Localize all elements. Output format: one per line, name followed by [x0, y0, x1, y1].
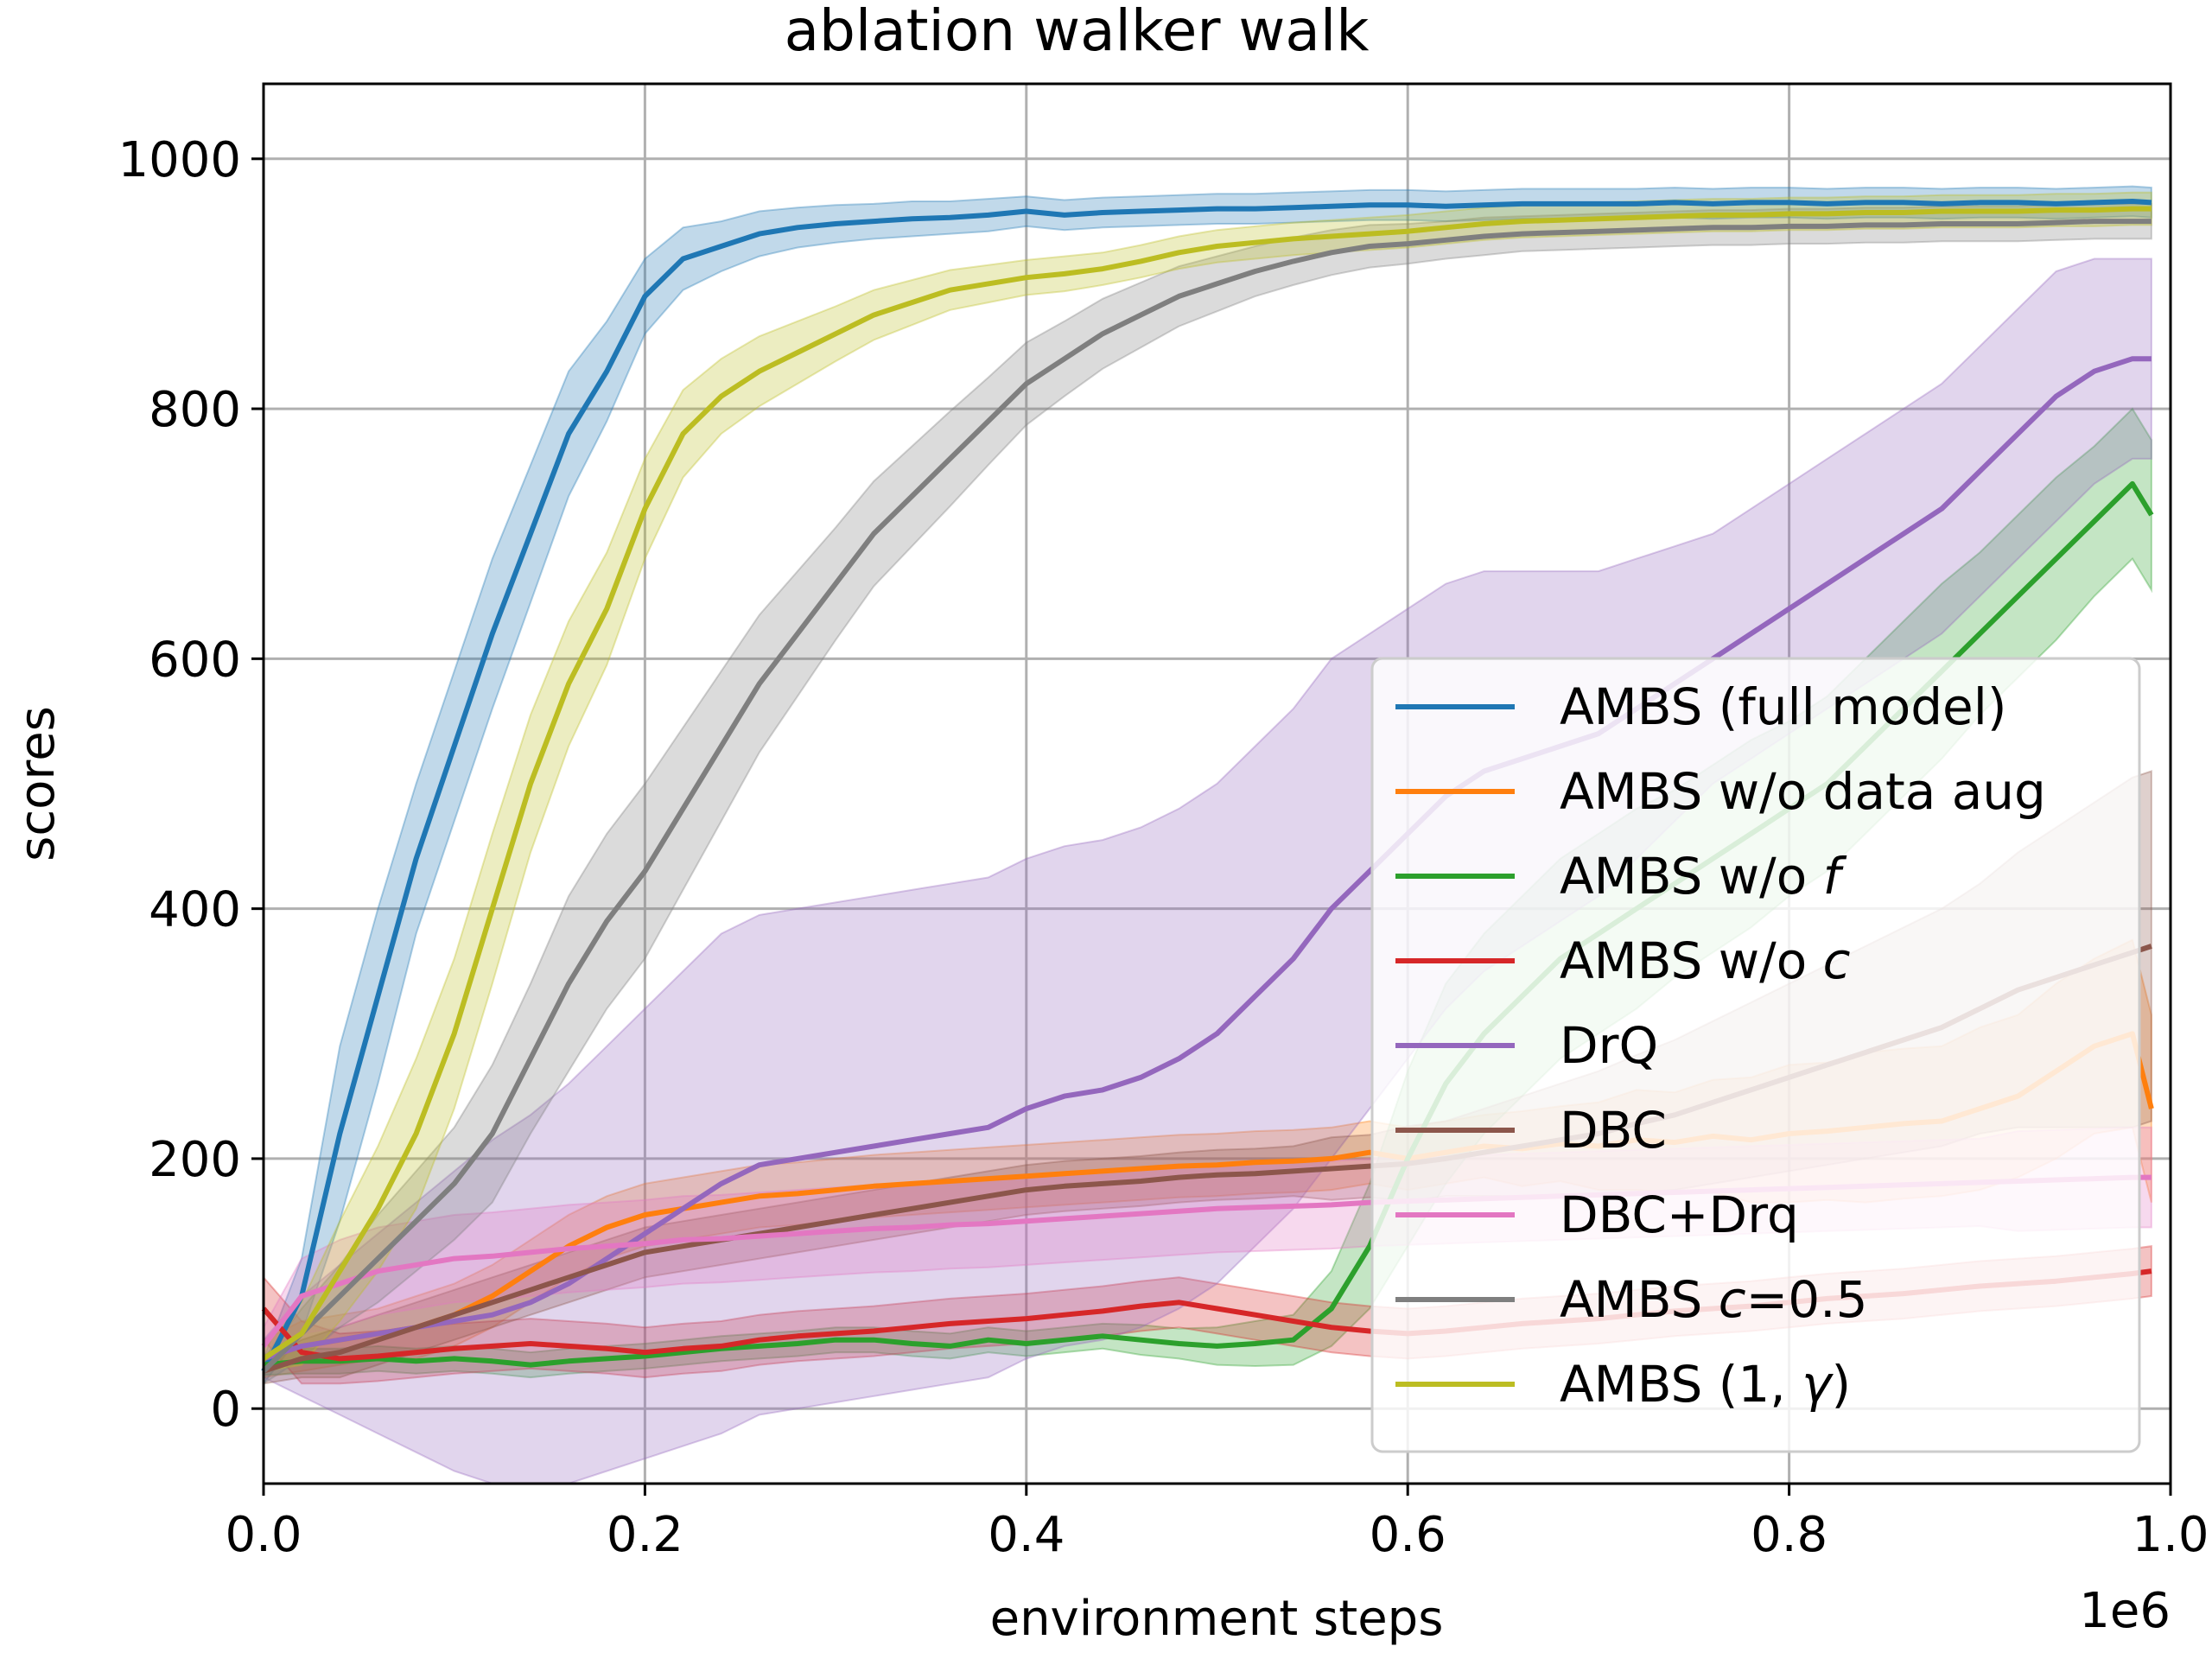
x-axis-ticks: 0.0 0.2 0.4 0.6 0.8 1.0 — [225, 1484, 2209, 1563]
legend-label-ambs-c-0-5: AMBS c=0.5 — [1560, 1270, 1867, 1329]
legend-entries: AMBS (full model) AMBS w/o data aug AMBS w… — [1395, 677, 2046, 1414]
x-tick-label: 0.4 — [988, 1507, 1065, 1563]
line-ambs-full-model — [261, 199, 2152, 1373]
x-tick-label: 0.6 — [1370, 1507, 1446, 1563]
line-ambs-1 — [262, 206, 2152, 1361]
y-tick-label: 0 — [210, 1382, 241, 1438]
legend-label-ambs-w-o-f: AMBS w/o f — [1560, 847, 1847, 906]
x-tick-label: 0.8 — [1751, 1507, 1827, 1563]
y-tick-label: 600 — [149, 632, 241, 688]
legend-label-ambs-w-o-data-aug: AMBS w/o data aug — [1560, 762, 2046, 821]
x-tick-label: 0.0 — [225, 1507, 302, 1563]
legend-label-ambs-full-model: AMBS (full model) — [1560, 677, 2006, 736]
x-tick-label: 1.0 — [2132, 1507, 2209, 1563]
band-ambs-c-0-5 — [263, 202, 2152, 1386]
x-offset-label: 1e6 — [2079, 1583, 2171, 1639]
legend-frame — [1370, 657, 2141, 1453]
band-ambs-1 — [263, 191, 2152, 1372]
y-tick-label: 800 — [149, 382, 241, 438]
legend-label-dbc-drq: DBC+Drq — [1560, 1185, 1799, 1244]
x-axis-label: environment steps — [990, 1591, 1444, 1647]
legend-label-ambs-w-o-c: AMBS w/o c — [1560, 931, 1851, 990]
x-tick-label: 0.2 — [607, 1507, 683, 1563]
y-axis-label: scores — [10, 706, 66, 861]
plot-frame — [262, 82, 2172, 1485]
y-axis-ticks: 0 200 400 600 800 1000 — [118, 132, 264, 1438]
legend-label-dbc: DBC — [1560, 1101, 1667, 1160]
y-tick-label: 1000 — [118, 132, 241, 188]
legend: AMBS (full model) AMBS w/o data aug AMBS w… — [1370, 657, 2141, 1453]
chart-title: ablation walker walk — [785, 0, 1370, 64]
band-ambs-full-model — [263, 185, 2152, 1387]
y-tick-label: 200 — [149, 1132, 241, 1188]
legend-label-drq: DrQ — [1560, 1016, 1658, 1075]
line-ambs-c-0-5 — [261, 219, 2152, 1373]
legend-label-ambs-1: AMBS (1, γ) — [1560, 1355, 1851, 1414]
y-tick-label: 400 — [149, 882, 241, 938]
